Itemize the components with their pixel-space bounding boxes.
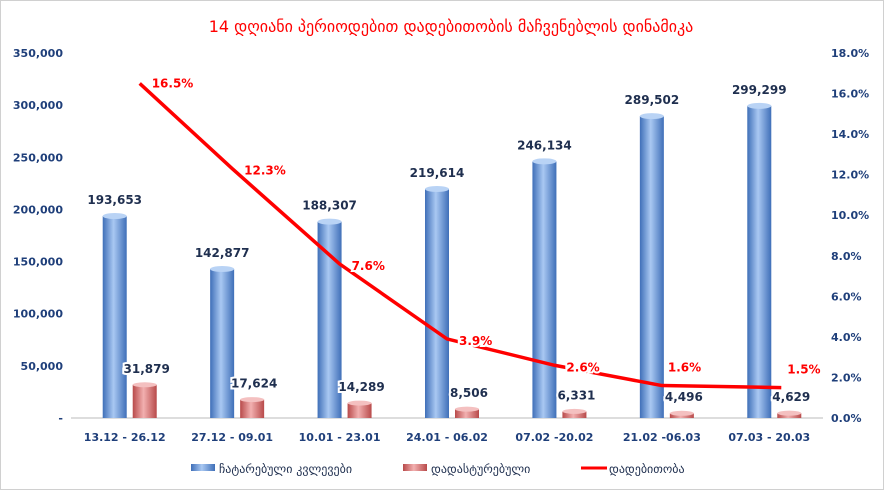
bar-tested-top bbox=[210, 265, 235, 272]
y-right-tick-label: 18.0% bbox=[831, 47, 869, 60]
x-tick-label: 10.01 - 23.01 bbox=[299, 431, 381, 444]
y-right-tick-label: 14.0% bbox=[831, 128, 869, 141]
bar-confirmed-top bbox=[240, 397, 265, 403]
y-right-tick-label: 8.0% bbox=[831, 250, 862, 263]
positivity-label: 12.3% bbox=[244, 164, 286, 178]
bar-tested-top bbox=[425, 185, 449, 192]
x-tick-label: 07.03 - 20.03 bbox=[728, 431, 810, 444]
bar-tested bbox=[532, 161, 557, 419]
bar-confirmed-label: 6,331 bbox=[557, 388, 595, 402]
positivity-label: 2.6% bbox=[566, 360, 599, 374]
positivity-label: 16.5% bbox=[152, 76, 194, 90]
x-tick-label: 21.02 -06.03 bbox=[623, 431, 701, 444]
y-left-tick-label: 350,000 bbox=[13, 47, 63, 60]
chart-title: 14 დღიანი პერიოდებით დადებითობის მაჩვენე… bbox=[209, 17, 694, 36]
y-right-tick-label: 10.0% bbox=[831, 209, 869, 222]
y-right-tick-label: 4.0% bbox=[831, 331, 862, 344]
bar-tested-label: 219,614 bbox=[410, 166, 465, 180]
bar-confirmed-top bbox=[777, 410, 802, 416]
legend-swatch bbox=[191, 464, 215, 471]
bar-confirmed-top bbox=[132, 382, 157, 388]
bar-confirmed-top bbox=[455, 406, 479, 412]
bar-confirmed-label: 17,624 bbox=[231, 377, 277, 391]
x-tick-label: 13.12 - 26.12 bbox=[84, 431, 166, 444]
x-tick-label: 24.01 - 06.02 bbox=[406, 431, 488, 444]
bar-confirmed-top bbox=[669, 410, 694, 416]
bar-tested-label: 188,307 bbox=[302, 199, 357, 213]
bar-confirmed bbox=[562, 411, 587, 418]
y-right-tick-label: 16.0% bbox=[831, 88, 869, 101]
y-left-tick-label: - bbox=[58, 412, 63, 425]
bar-confirmed-label: 8,506 bbox=[450, 386, 488, 400]
y-right-tick-label: 2.0% bbox=[831, 371, 862, 384]
legend-swatch bbox=[403, 464, 427, 471]
bar-confirmed bbox=[347, 403, 372, 418]
positivity-label: 7.6% bbox=[352, 259, 385, 273]
y-right-tick-label: 12.0% bbox=[831, 169, 869, 182]
y-left-tick-label: 200,000 bbox=[13, 203, 63, 216]
bar-tested-label: 193,653 bbox=[87, 193, 142, 207]
bar-confirmed-label: 4,629 bbox=[772, 390, 810, 404]
legend-label: დადებითობა bbox=[609, 462, 685, 476]
bar-confirmed bbox=[240, 399, 265, 418]
bar-confirmed-label: 4,496 bbox=[665, 390, 703, 404]
x-tick-label: 07.02 -20.02 bbox=[515, 431, 593, 444]
y-left-tick-label: 50,000 bbox=[21, 360, 64, 373]
bar-tested-label: 142,877 bbox=[195, 246, 250, 260]
bar-tested-top bbox=[102, 213, 127, 220]
positivity-label: 1.6% bbox=[668, 361, 701, 375]
y-left-tick-label: 150,000 bbox=[13, 256, 63, 269]
y-left-tick-label: 100,000 bbox=[13, 308, 63, 321]
positivity-label: 3.9% bbox=[459, 334, 492, 348]
y-right-tick-label: 0.0% bbox=[831, 412, 862, 425]
bar-tested bbox=[639, 116, 664, 419]
bar-tested bbox=[425, 188, 449, 418]
positivity-line bbox=[138, 82, 782, 390]
y-right-tick-label: 6.0% bbox=[831, 290, 862, 303]
bar-confirmed-label: 31,879 bbox=[124, 362, 170, 376]
bar-confirmed bbox=[455, 409, 479, 418]
bar-tested-top bbox=[747, 102, 772, 109]
bar-confirmed-top bbox=[347, 400, 372, 406]
bar-confirmed bbox=[132, 384, 157, 418]
bar-tested-top bbox=[639, 113, 664, 120]
x-tick-label: 27.12 - 09.01 bbox=[191, 431, 273, 444]
bar-tested-top bbox=[317, 218, 342, 225]
bar-confirmed-label: 14,289 bbox=[338, 380, 384, 394]
bar-tested bbox=[210, 268, 235, 418]
y-left-tick-label: 250,000 bbox=[13, 151, 63, 164]
bar-tested bbox=[102, 216, 127, 418]
legend-label: დადასტურებული bbox=[431, 462, 530, 476]
bar-tested-label: 299,299 bbox=[732, 83, 787, 97]
positivity-label: 1.5% bbox=[787, 363, 820, 377]
bar-tested-label: 246,134 bbox=[517, 138, 572, 152]
bar-tested bbox=[747, 105, 772, 418]
bar-tested-top bbox=[532, 158, 557, 165]
legend-label: ჩატარებული კვლევები bbox=[219, 462, 352, 476]
bar-confirmed-top bbox=[562, 408, 587, 414]
y-left-tick-label: 300,000 bbox=[13, 99, 63, 112]
bar-tested-label: 289,502 bbox=[625, 93, 680, 107]
